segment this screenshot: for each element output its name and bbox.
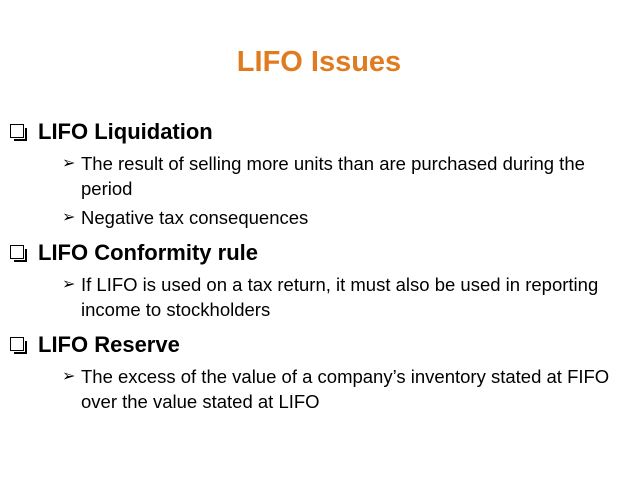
arrowhead-bullet-icon: ➢	[62, 155, 76, 172]
bullet-heading-text: LIFO Conformity rule	[38, 240, 258, 265]
bullet-section-lifo-reserve: LIFO Reserve ➢ The excess of the value o…	[10, 330, 620, 414]
bullet-heading: LIFO Reserve	[10, 330, 620, 360]
square-bullet-icon	[10, 124, 27, 141]
sub-bullet-text: Negative tax consequences	[81, 207, 309, 228]
bullet-heading: LIFO Conformity rule	[10, 238, 620, 268]
arrowhead-bullet-icon: ➢	[62, 276, 76, 293]
bullet-section-lifo-conformity: LIFO Conformity rule ➢ If LIFO is used o…	[10, 238, 620, 322]
bullet-heading: LIFO Liquidation	[10, 117, 620, 147]
bullet-section-lifo-liquidation: LIFO Liquidation ➢ The result of selling…	[10, 117, 620, 230]
square-bullet-icon	[10, 245, 27, 262]
arrowhead-bullet-icon: ➢	[62, 209, 76, 226]
arrowhead-bullet-icon: ➢	[62, 368, 76, 385]
slide-title: LIFO Issues	[236, 46, 402, 78]
sub-bullet-text: The result of selling more units than ar…	[81, 153, 585, 199]
bullet-heading-text: LIFO Reserve	[38, 332, 180, 357]
bullet-list: LIFO Liquidation ➢ The result of selling…	[10, 117, 620, 414]
bullet-heading-text: LIFO Liquidation	[38, 119, 213, 144]
sub-bullet-text: If LIFO is used on a tax return, it must…	[81, 274, 599, 320]
sub-bullet-text: The excess of the value of a company’s i…	[81, 366, 610, 412]
square-bullet-icon	[10, 337, 27, 354]
sub-bullet: ➢ The excess of the value of a company’s…	[62, 364, 622, 414]
sub-bullet: ➢ Negative tax consequences	[62, 205, 622, 230]
sub-bullet: ➢ If LIFO is used on a tax return, it mu…	[62, 272, 622, 322]
sub-bullet: ➢ The result of selling more units than …	[62, 151, 622, 201]
